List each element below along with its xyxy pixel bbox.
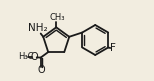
Text: NH₂: NH₂: [28, 23, 48, 33]
Text: O: O: [30, 52, 38, 62]
Text: O: O: [37, 65, 45, 75]
Text: F: F: [110, 43, 116, 53]
Text: CH₃: CH₃: [49, 13, 65, 22]
Text: H₃C: H₃C: [18, 52, 34, 61]
